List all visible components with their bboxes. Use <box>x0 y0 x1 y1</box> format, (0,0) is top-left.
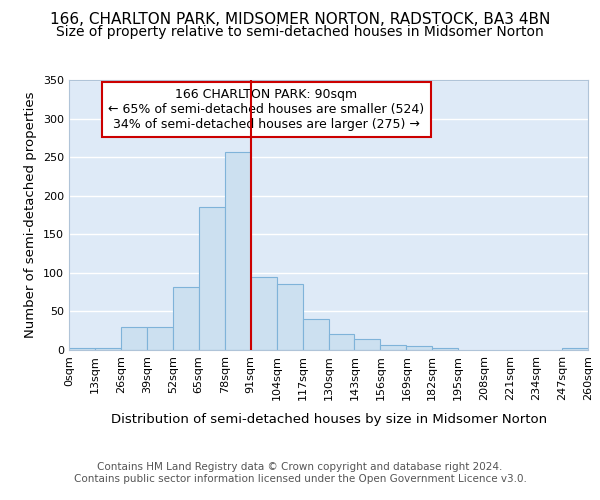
Text: Size of property relative to semi-detached houses in Midsomer Norton: Size of property relative to semi-detach… <box>56 25 544 39</box>
Bar <box>329 334 355 350</box>
Bar <box>69 348 95 350</box>
Text: Contains HM Land Registry data © Crown copyright and database right 2024.
Contai: Contains HM Land Registry data © Crown c… <box>74 462 526 484</box>
Bar <box>277 284 302 350</box>
Bar <box>147 327 173 350</box>
Text: Distribution of semi-detached houses by size in Midsomer Norton: Distribution of semi-detached houses by … <box>111 412 547 426</box>
Bar <box>95 348 121 350</box>
Bar <box>251 276 277 350</box>
Bar <box>121 327 147 350</box>
Bar <box>562 348 588 350</box>
Bar <box>224 152 251 350</box>
Bar <box>380 346 406 350</box>
Text: 166 CHARLTON PARK: 90sqm
← 65% of semi-detached houses are smaller (524)
34% of : 166 CHARLTON PARK: 90sqm ← 65% of semi-d… <box>108 88 424 131</box>
Bar <box>302 319 329 350</box>
Bar <box>173 286 199 350</box>
Y-axis label: Number of semi-detached properties: Number of semi-detached properties <box>25 92 37 338</box>
Text: 166, CHARLTON PARK, MIDSOMER NORTON, RADSTOCK, BA3 4BN: 166, CHARLTON PARK, MIDSOMER NORTON, RAD… <box>50 12 550 28</box>
Bar <box>406 346 432 350</box>
Bar <box>199 208 224 350</box>
Bar <box>355 339 380 350</box>
Bar <box>432 348 458 350</box>
